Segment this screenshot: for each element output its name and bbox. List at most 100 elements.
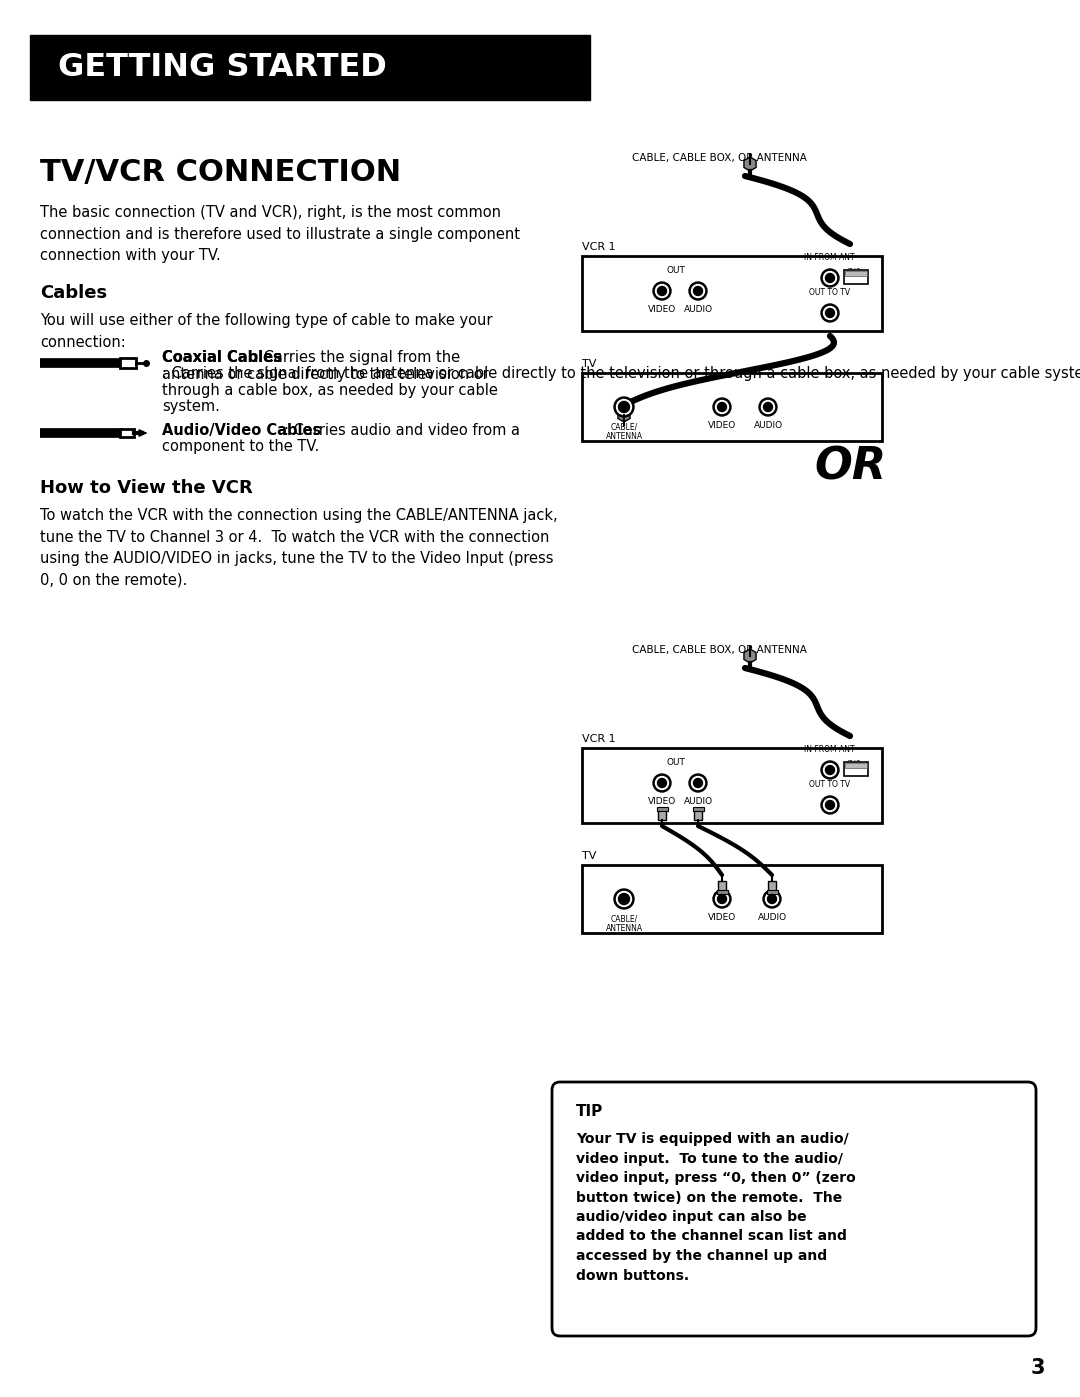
Bar: [582, 865, 882, 933]
Bar: [843, 761, 868, 775]
Bar: [120, 429, 134, 437]
Text: Your TV is equipped with an audio/
video input.  To tune to the audio/
video inp: Your TV is equipped with an audio/ video…: [576, 1132, 855, 1282]
Circle shape: [759, 398, 777, 416]
Circle shape: [658, 286, 666, 296]
Circle shape: [825, 274, 835, 282]
Text: VIDEO: VIDEO: [707, 420, 737, 430]
Text: TIP: TIP: [576, 1104, 604, 1119]
Circle shape: [689, 282, 707, 300]
Circle shape: [693, 778, 702, 788]
Circle shape: [615, 888, 634, 909]
Circle shape: [715, 401, 729, 414]
Bar: [718, 882, 726, 891]
Bar: [692, 807, 703, 812]
Bar: [716, 890, 728, 894]
Text: CH4: CH4: [847, 277, 862, 284]
Text: TV/VCR CONNECTION: TV/VCR CONNECTION: [40, 158, 401, 187]
Text: TV: TV: [582, 851, 596, 861]
Text: TV: TV: [582, 359, 596, 369]
Text: OUT: OUT: [666, 265, 686, 275]
Bar: [582, 256, 882, 331]
Circle shape: [615, 397, 634, 416]
Circle shape: [717, 402, 727, 412]
Circle shape: [717, 894, 727, 904]
Text: GETTING STARTED: GETTING STARTED: [58, 52, 387, 82]
Circle shape: [617, 891, 632, 907]
Text: : Carries the signal from the antenna or cable directly to the television or thr: : Carries the signal from the antenna or…: [162, 366, 1080, 381]
Circle shape: [821, 305, 839, 321]
Circle shape: [658, 778, 666, 788]
Text: CABLE/
ANTENNA: CABLE/ ANTENNA: [606, 422, 643, 441]
Circle shape: [764, 402, 772, 412]
Text: antenna or cable directly to the television or: antenna or cable directly to the televis…: [162, 366, 489, 381]
Text: : Carries audio and video from a: : Carries audio and video from a: [283, 423, 519, 439]
Text: VCR 1: VCR 1: [582, 242, 616, 251]
FancyBboxPatch shape: [552, 1083, 1036, 1336]
Bar: [657, 807, 667, 812]
Circle shape: [653, 774, 671, 792]
Circle shape: [824, 306, 837, 320]
Text: system.: system.: [162, 400, 220, 415]
Circle shape: [825, 800, 835, 809]
Text: You will use either of the following type of cable to make your
connection:: You will use either of the following typ…: [40, 313, 492, 349]
Bar: [30, 35, 590, 101]
Circle shape: [825, 766, 835, 774]
Circle shape: [656, 285, 669, 298]
Circle shape: [691, 777, 704, 789]
Polygon shape: [744, 650, 756, 664]
Text: VIDEO: VIDEO: [707, 914, 737, 922]
Text: 3: 3: [1030, 1358, 1045, 1377]
Circle shape: [766, 893, 779, 905]
Text: OR: OR: [814, 446, 886, 489]
Bar: [582, 747, 882, 823]
Circle shape: [768, 894, 777, 904]
Circle shape: [824, 764, 837, 777]
Circle shape: [762, 890, 781, 908]
Bar: [843, 270, 868, 284]
Text: CH3: CH3: [847, 268, 862, 274]
Text: AUDIO: AUDIO: [684, 798, 713, 806]
Text: CABLE, CABLE BOX, OR ANTENNA: CABLE, CABLE BOX, OR ANTENNA: [632, 154, 807, 163]
Text: IN FROM ANT: IN FROM ANT: [804, 253, 854, 263]
Circle shape: [689, 774, 707, 792]
Circle shape: [713, 890, 731, 908]
Text: AUDIO: AUDIO: [684, 305, 713, 314]
Circle shape: [824, 799, 837, 812]
Text: CH4: CH4: [847, 768, 862, 775]
Text: component to the TV.: component to the TV.: [162, 440, 320, 454]
Text: The basic connection (TV and VCR), right, is the most common
connection and is t: The basic connection (TV and VCR), right…: [40, 205, 519, 263]
Text: OUT: OUT: [666, 759, 686, 767]
Text: AUDIO: AUDIO: [757, 914, 786, 922]
Circle shape: [691, 285, 704, 298]
Bar: [694, 810, 702, 820]
Circle shape: [617, 400, 632, 415]
Circle shape: [715, 893, 729, 905]
Circle shape: [713, 398, 731, 416]
Text: CABLE, CABLE BOX, OR ANTENNA: CABLE, CABLE BOX, OR ANTENNA: [632, 645, 807, 655]
Circle shape: [653, 282, 671, 300]
Text: VCR 1: VCR 1: [582, 733, 616, 745]
Text: OUT TO TV: OUT TO TV: [809, 288, 851, 298]
Circle shape: [821, 761, 839, 780]
Polygon shape: [618, 408, 630, 422]
Text: Coaxial Cables: Coaxial Cables: [162, 351, 282, 365]
Circle shape: [821, 270, 839, 286]
Text: CABLE/
ANTENNA: CABLE/ ANTENNA: [606, 914, 643, 933]
Bar: [845, 271, 867, 277]
Text: Coaxial Cables: Coaxial Cables: [162, 351, 282, 365]
Circle shape: [619, 401, 630, 412]
Bar: [658, 810, 666, 820]
Bar: [845, 763, 867, 768]
Text: VIDEO: VIDEO: [648, 798, 676, 806]
Text: : Carries the signal from the: : Carries the signal from the: [254, 351, 460, 365]
Circle shape: [825, 309, 835, 317]
Bar: [768, 882, 777, 891]
Polygon shape: [744, 156, 756, 170]
Text: How to View the VCR: How to View the VCR: [40, 479, 253, 497]
Text: AUDIO: AUDIO: [754, 420, 783, 430]
Circle shape: [693, 286, 702, 296]
Text: Audio/Video Cables: Audio/Video Cables: [162, 423, 321, 439]
Text: VIDEO: VIDEO: [648, 305, 676, 314]
Circle shape: [761, 401, 774, 414]
Text: CH3: CH3: [847, 760, 862, 766]
